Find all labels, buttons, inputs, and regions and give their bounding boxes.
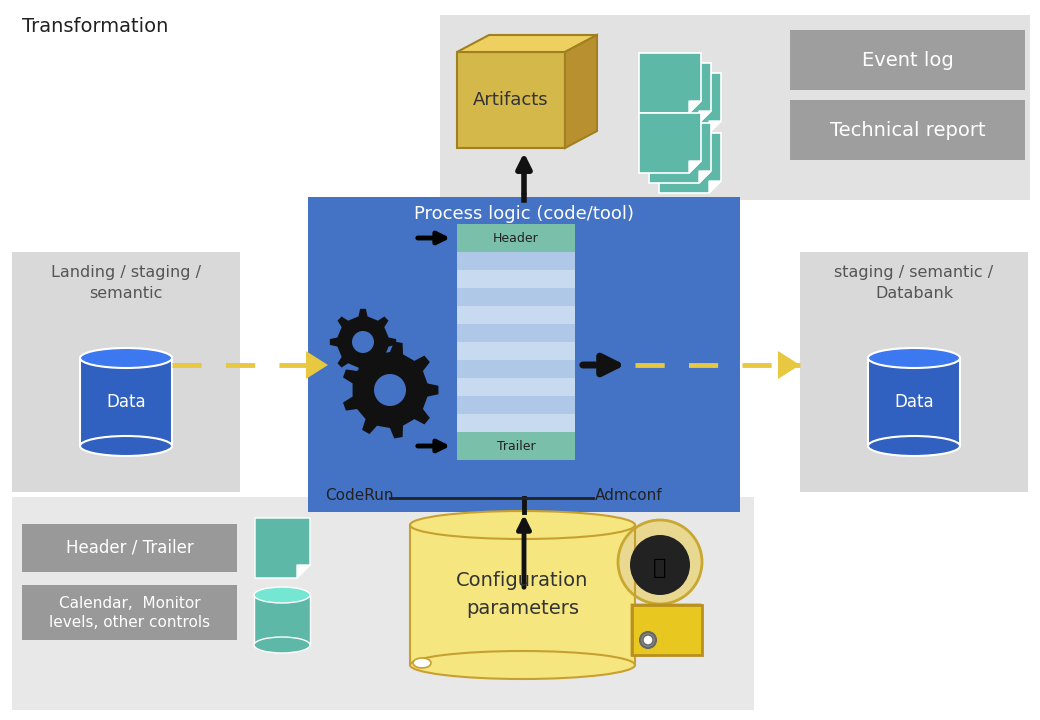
Polygon shape — [659, 73, 721, 133]
Bar — [457, 252, 575, 270]
Text: 🐕: 🐕 — [653, 558, 667, 578]
Bar — [457, 360, 575, 378]
Ellipse shape — [254, 637, 310, 653]
Polygon shape — [709, 181, 721, 193]
Ellipse shape — [80, 436, 172, 456]
Polygon shape — [457, 35, 597, 52]
Bar — [457, 324, 575, 342]
Polygon shape — [297, 565, 310, 578]
Polygon shape — [690, 161, 701, 173]
Polygon shape — [699, 111, 711, 123]
Bar — [457, 414, 575, 432]
Text: Process logic (code/tool): Process logic (code/tool) — [414, 205, 634, 223]
Text: Admconf: Admconf — [595, 488, 662, 503]
Bar — [457, 270, 575, 288]
Ellipse shape — [410, 651, 635, 679]
Bar — [868, 358, 960, 446]
Text: staging / semantic /
Databank: staging / semantic / Databank — [834, 265, 993, 301]
Ellipse shape — [254, 587, 310, 603]
Bar — [800, 252, 1028, 492]
Bar — [790, 30, 1025, 90]
Circle shape — [374, 374, 406, 406]
Text: Data: Data — [106, 393, 146, 411]
Text: Data: Data — [894, 393, 934, 411]
Polygon shape — [649, 123, 711, 183]
Bar — [254, 595, 310, 645]
Polygon shape — [565, 35, 597, 148]
Bar — [457, 378, 575, 396]
Text: Event log: Event log — [862, 50, 954, 70]
Circle shape — [618, 520, 702, 604]
Text: Technical report: Technical report — [830, 120, 986, 140]
Bar — [457, 342, 575, 360]
Polygon shape — [639, 113, 701, 173]
Text: Calendar,  Monitor
levels, other controls: Calendar, Monitor levels, other controls — [50, 595, 210, 631]
Text: Configuration
parameters: Configuration parameters — [457, 572, 589, 618]
Circle shape — [640, 632, 656, 648]
Polygon shape — [639, 53, 701, 113]
Bar — [80, 358, 172, 446]
Polygon shape — [778, 351, 800, 379]
Circle shape — [352, 331, 374, 353]
Bar — [790, 100, 1025, 160]
Polygon shape — [632, 605, 700, 655]
Ellipse shape — [868, 436, 960, 456]
Polygon shape — [330, 309, 396, 375]
Bar — [457, 396, 575, 414]
Bar — [632, 605, 702, 655]
Circle shape — [643, 635, 653, 645]
Ellipse shape — [413, 658, 431, 668]
Bar — [457, 432, 575, 460]
Text: Header: Header — [493, 232, 539, 245]
Text: Artifacts: Artifacts — [473, 91, 549, 109]
Polygon shape — [709, 121, 721, 133]
Polygon shape — [699, 171, 711, 183]
Bar — [440, 15, 1030, 200]
Bar — [22, 524, 237, 572]
Polygon shape — [659, 133, 721, 193]
Text: Header / Trailer: Header / Trailer — [67, 539, 193, 557]
Bar — [410, 525, 635, 665]
Text: Transformation: Transformation — [22, 17, 168, 36]
Ellipse shape — [410, 511, 635, 539]
Polygon shape — [255, 518, 310, 578]
Bar — [12, 252, 240, 492]
Text: CodeRun: CodeRun — [324, 488, 393, 503]
Ellipse shape — [868, 348, 960, 368]
Bar — [308, 197, 740, 512]
Bar — [12, 497, 754, 710]
Bar — [457, 288, 575, 306]
Polygon shape — [306, 351, 328, 379]
Polygon shape — [690, 101, 701, 113]
Circle shape — [630, 535, 690, 595]
Polygon shape — [343, 341, 439, 438]
Bar — [457, 224, 575, 252]
Text: Landing / staging /
semantic: Landing / staging / semantic — [51, 265, 201, 301]
Text: Trailer: Trailer — [497, 439, 536, 452]
Polygon shape — [457, 52, 565, 148]
Ellipse shape — [80, 348, 172, 368]
Bar — [457, 306, 575, 324]
Polygon shape — [649, 63, 711, 123]
Bar — [22, 585, 237, 640]
